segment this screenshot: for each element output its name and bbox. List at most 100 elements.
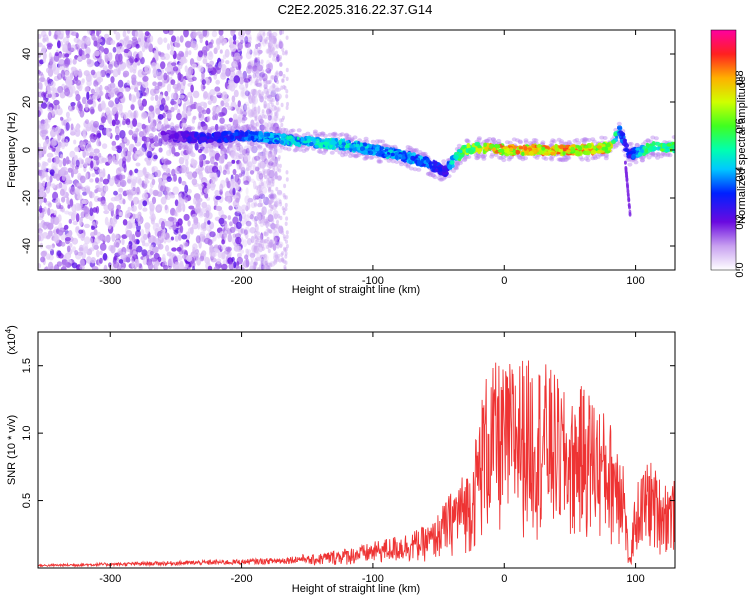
noise-speckle — [107, 84, 112, 92]
noise-speckle — [281, 30, 285, 35]
noise-speckle — [247, 109, 254, 118]
noise-speckle — [250, 254, 255, 262]
noise-speckle — [79, 109, 85, 118]
noise-speckle — [274, 111, 277, 117]
ridge-point — [306, 135, 312, 140]
noise-speckle — [75, 213, 80, 223]
ridge-halo — [249, 142, 255, 147]
noise-speckle — [244, 41, 252, 48]
noise-speckle — [260, 59, 264, 64]
noise-speckle — [128, 129, 133, 136]
noise-speckle — [105, 127, 110, 136]
noise-speckle — [100, 186, 107, 196]
noise-speckle — [60, 241, 66, 247]
noise-speckle — [253, 265, 257, 270]
noise-speckle — [72, 58, 77, 65]
noise-speckle — [280, 102, 284, 108]
noise-speckle — [225, 223, 229, 231]
noise-speckle — [236, 256, 243, 265]
noise-speckle — [149, 250, 154, 256]
noise-speckle — [45, 138, 52, 147]
ridge-halo — [496, 138, 502, 143]
ridge-halo — [523, 140, 529, 145]
noise-speckle — [278, 168, 282, 173]
noise-speckle — [276, 93, 282, 100]
noise-speckle — [204, 160, 210, 165]
ridge-halo — [181, 145, 187, 149]
noise-speckle — [199, 173, 204, 178]
noise-speckle — [181, 117, 187, 124]
noise-speckle — [77, 68, 82, 78]
noise-speckle — [268, 164, 272, 170]
noise-speckle — [260, 258, 265, 266]
noise-speckle — [47, 207, 51, 216]
noise-speckle — [255, 185, 259, 190]
noise-speckle — [57, 214, 62, 223]
noise-speckle — [199, 101, 207, 107]
noise-speckle — [136, 245, 143, 253]
noise-speckle — [84, 102, 89, 111]
noise-speckle — [242, 239, 248, 248]
noise-speckle — [39, 123, 46, 130]
noise-speckle — [144, 31, 150, 37]
noise-speckle — [207, 164, 214, 173]
noise-speckle — [70, 186, 75, 193]
noise-speckle — [164, 204, 168, 211]
noise-speckle — [129, 56, 135, 64]
noise-speckle — [132, 196, 140, 205]
noise-speckle — [252, 65, 258, 72]
noise-speckle — [170, 92, 177, 101]
noise-speckle — [203, 187, 210, 194]
noise-speckle — [228, 262, 235, 270]
noise-speckle — [38, 110, 41, 118]
noise-speckle — [134, 58, 138, 63]
noise-speckle — [121, 238, 125, 246]
noise-speckle — [271, 75, 275, 80]
noise-speckle — [247, 160, 254, 168]
noise-speckle — [145, 136, 151, 143]
noise-speckle — [181, 110, 186, 118]
noise-speckle — [229, 70, 236, 78]
noise-speckle — [234, 173, 240, 183]
noise-speckle — [142, 207, 148, 212]
noise-speckle — [248, 36, 252, 41]
noise-speckle — [165, 244, 170, 252]
noise-speckle — [181, 234, 188, 240]
noise-speckle — [273, 150, 277, 156]
ridge-point — [281, 134, 285, 138]
noise-speckle — [267, 168, 271, 174]
noise-speckle — [82, 149, 86, 158]
noise-speckle — [65, 76, 73, 86]
noise-speckle — [179, 35, 184, 43]
noise-speckle — [118, 265, 122, 270]
noise-speckle — [211, 95, 217, 104]
noise-speckle — [267, 215, 271, 220]
noise-speckle — [187, 144, 193, 151]
noise-speckle — [227, 196, 231, 204]
noise-speckle — [135, 122, 142, 127]
noise-speckle — [54, 236, 60, 244]
noise-speckle — [161, 220, 165, 230]
noise-speckle — [132, 68, 137, 74]
noise-speckle — [152, 69, 158, 77]
noise-speckle — [72, 210, 77, 218]
noise-speckle — [274, 58, 278, 63]
noise-speckle — [143, 242, 150, 247]
noise-speckle — [119, 64, 125, 71]
noise-speckle — [142, 256, 147, 266]
noise-speckle — [75, 187, 80, 194]
noise-speckle — [144, 65, 149, 74]
noise-speckle — [219, 183, 224, 192]
noise-speckle — [225, 67, 231, 77]
noise-speckle — [148, 237, 152, 244]
noise-speckle — [138, 50, 143, 59]
noise-speckle — [259, 66, 263, 71]
noise-speckle — [46, 83, 52, 92]
ridge-halo — [556, 157, 562, 162]
noise-speckle — [254, 72, 262, 78]
noise-speckle — [250, 144, 254, 149]
noise-speckle — [69, 160, 76, 168]
noise-speckle — [280, 43, 284, 48]
noise-speckle — [118, 259, 124, 264]
ridge-halo — [290, 128, 296, 133]
